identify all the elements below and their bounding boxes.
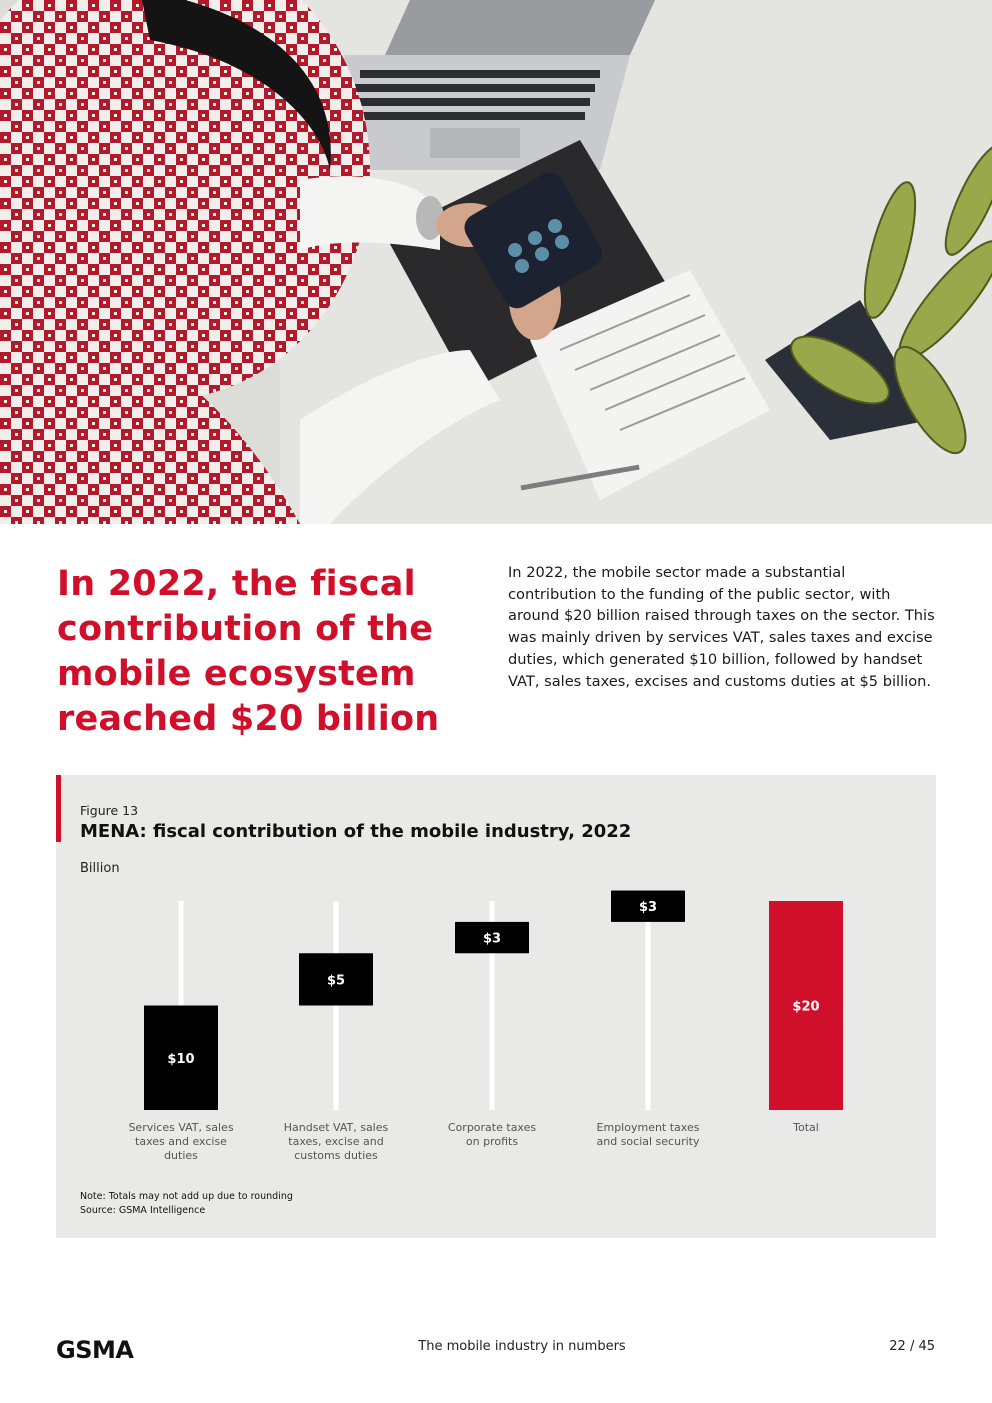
figure-notes: Note: Totals may not add up due to round… xyxy=(80,1190,293,1218)
gsma-logo: GSMA xyxy=(56,1338,135,1360)
hero-illustration xyxy=(0,0,992,524)
data-label-4: $3 xyxy=(639,900,657,915)
figure-accent-bar xyxy=(56,775,61,842)
figure-source: Source: GSMA Intelligence xyxy=(80,1205,206,1216)
chart-unit-label: Billion xyxy=(80,861,120,876)
connector-line-4 xyxy=(645,901,651,1110)
bar-3 xyxy=(455,921,529,954)
bar-1 xyxy=(144,1005,218,1110)
category-label-4-line-2: and social security xyxy=(597,1135,700,1148)
data-label-2: $5 xyxy=(327,973,345,988)
page-footer: GSMA The mobile industry in numbers 22 /… xyxy=(0,1330,992,1370)
figure-title: MENA: fiscal contribution of the mobile … xyxy=(80,821,632,842)
figure-panel: Figure 13 MENA: fiscal contribution of t… xyxy=(56,775,936,1238)
page-number: 22 / 45 xyxy=(889,1339,935,1354)
bar-2 xyxy=(299,953,373,1006)
category-label-2-line-2: taxes, excise and xyxy=(288,1135,383,1148)
footer-title: The mobile industry in numbers xyxy=(418,1339,626,1354)
figure-note: Note: Totals may not add up due to round… xyxy=(80,1191,293,1202)
category-label-5-line-1: Total xyxy=(792,1121,819,1134)
category-label-3-line-1: Corporate taxes xyxy=(448,1121,536,1134)
category-label-1-line-3: duties xyxy=(164,1149,198,1162)
category-label-2-line-3: customs duties xyxy=(294,1149,378,1162)
category-label-1-line-2: taxes and excise xyxy=(135,1135,227,1148)
figure-label: Figure 13 xyxy=(80,803,139,818)
connector-line-3 xyxy=(489,901,495,1110)
category-label-2-line-1: Handset VAT, sales xyxy=(284,1121,389,1134)
headline: In 2022, the fiscal contribution of the … xyxy=(57,564,440,739)
hero-photo xyxy=(0,0,992,524)
data-label-5: $20 xyxy=(792,1000,819,1015)
data-label-1: $10 xyxy=(167,1052,194,1067)
category-label-1-line-1: Services VAT, sales xyxy=(128,1121,233,1134)
data-label-3: $3 xyxy=(483,932,501,947)
bar-total xyxy=(769,901,843,1110)
category-label-4-line-1: Employment taxes xyxy=(597,1121,700,1134)
gsma-logo-text: GSMA xyxy=(56,1338,134,1360)
bar-4 xyxy=(611,890,685,922)
intro-paragraph: In 2022, the mobile sector made a substa… xyxy=(508,564,935,690)
category-label-3-line-2: on profits xyxy=(466,1135,518,1148)
